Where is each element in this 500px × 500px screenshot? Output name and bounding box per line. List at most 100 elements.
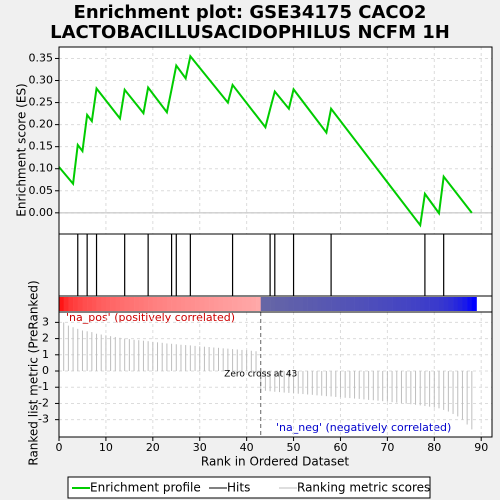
color-cell xyxy=(363,297,369,311)
color-cell xyxy=(63,297,69,311)
color-cell xyxy=(401,297,407,311)
color-cell xyxy=(176,297,182,311)
color-cell xyxy=(256,297,262,311)
legend-label: Enrichment profile xyxy=(90,481,201,495)
color-cell xyxy=(317,297,323,311)
color-cell xyxy=(223,297,229,311)
color-cell xyxy=(453,297,459,311)
color-cell xyxy=(241,297,247,311)
legend-label: Ranking metric scores xyxy=(297,481,430,495)
color-cell xyxy=(288,297,294,311)
color-cell xyxy=(129,297,135,311)
color-cell xyxy=(321,297,327,311)
x-tick-label: 90 xyxy=(474,441,488,454)
color-cell xyxy=(265,297,271,311)
x-tick-label: 0 xyxy=(56,441,63,454)
color-cell xyxy=(171,297,177,311)
y-tick-label: 0.05 xyxy=(29,184,54,197)
color-cell xyxy=(91,297,97,311)
x-tick-label: 70 xyxy=(380,441,394,454)
zero-cross-label: Zero cross at 43 xyxy=(224,370,297,380)
color-cell xyxy=(209,297,215,311)
color-cell xyxy=(251,297,257,311)
annotation: 'na_neg' (negatively correlated) xyxy=(276,421,451,434)
color-cell xyxy=(270,297,276,311)
color-cell xyxy=(307,297,313,311)
color-cell xyxy=(213,297,219,311)
color-cell xyxy=(448,297,454,311)
y-tick-label: 0.35 xyxy=(29,51,54,64)
color-cell xyxy=(331,297,337,311)
color-cell xyxy=(124,297,130,311)
color-cell xyxy=(443,297,449,311)
color-cell xyxy=(96,297,102,311)
color-cell xyxy=(82,297,88,311)
x-tick-label: 20 xyxy=(146,441,160,454)
color-cell xyxy=(119,297,125,311)
color-cell xyxy=(392,297,398,311)
color-cell xyxy=(218,297,224,311)
color-cell xyxy=(195,297,201,311)
y-tick-label: 3 xyxy=(42,315,49,328)
y-tick-label: 1 xyxy=(42,348,49,361)
x-tick-label: 80 xyxy=(427,441,441,454)
y-tick-label: 2 xyxy=(42,332,49,345)
color-cell xyxy=(246,297,252,311)
y-axis-label: Enrichment score (ES) xyxy=(15,83,29,216)
color-cell xyxy=(284,297,290,311)
color-cell xyxy=(143,297,149,311)
color-cell xyxy=(349,297,355,311)
y-tick-label: 0 xyxy=(42,364,49,377)
color-cell xyxy=(227,297,233,311)
color-cell xyxy=(326,297,332,311)
y-tick-label: -1 xyxy=(38,380,49,393)
color-cell xyxy=(302,297,308,311)
x-tick-label: 10 xyxy=(99,441,113,454)
color-cell xyxy=(429,297,435,311)
color-cell xyxy=(190,297,196,311)
color-cell xyxy=(359,297,365,311)
color-cell xyxy=(420,297,426,311)
color-cell xyxy=(457,297,463,311)
color-cell xyxy=(105,297,111,311)
x-axis-label: Rank in Ordered Dataset xyxy=(201,455,349,469)
color-cell xyxy=(396,297,402,311)
color-cell xyxy=(293,297,299,311)
color-cell xyxy=(166,297,172,311)
color-cell xyxy=(162,297,168,311)
y-tick-label: 0.20 xyxy=(29,118,54,131)
color-cell xyxy=(185,297,191,311)
x-tick-label: 30 xyxy=(193,441,207,454)
color-cell xyxy=(232,297,238,311)
color-cell xyxy=(180,297,186,311)
color-cell xyxy=(199,297,205,311)
color-cell xyxy=(138,297,144,311)
color-cell xyxy=(471,297,477,311)
annotation: 'na_pos' (positively correlated) xyxy=(66,311,235,324)
y-tick-label: -2 xyxy=(38,396,49,409)
color-cell xyxy=(340,297,346,311)
color-cell xyxy=(115,297,121,311)
color-cell xyxy=(434,297,440,311)
color-cell xyxy=(298,297,304,311)
color-cell xyxy=(237,297,243,311)
chart-title: Enrichment plot: GSE34175 CACO2 xyxy=(74,2,427,23)
chart-title: LACTOBACILLUSACIDOPHILUS NCFM 1H xyxy=(50,22,450,43)
color-cell xyxy=(378,297,383,311)
color-cell xyxy=(424,297,430,311)
color-cell xyxy=(77,297,83,311)
color-cell xyxy=(204,297,210,311)
color-cell xyxy=(368,297,374,311)
color-cell xyxy=(312,297,318,311)
x-tick-label: 50 xyxy=(287,441,301,454)
color-cell xyxy=(101,297,107,311)
color-cell xyxy=(410,297,416,311)
y-tick-label: 0.10 xyxy=(29,162,54,175)
color-cell xyxy=(354,297,360,311)
color-cell xyxy=(387,297,393,311)
y-tick-label: 0.25 xyxy=(29,96,54,109)
y-tick-label: 0.15 xyxy=(29,140,54,153)
y-axis-label: Ranked list metric (PreRanked) xyxy=(27,280,41,465)
color-cell xyxy=(274,297,280,311)
